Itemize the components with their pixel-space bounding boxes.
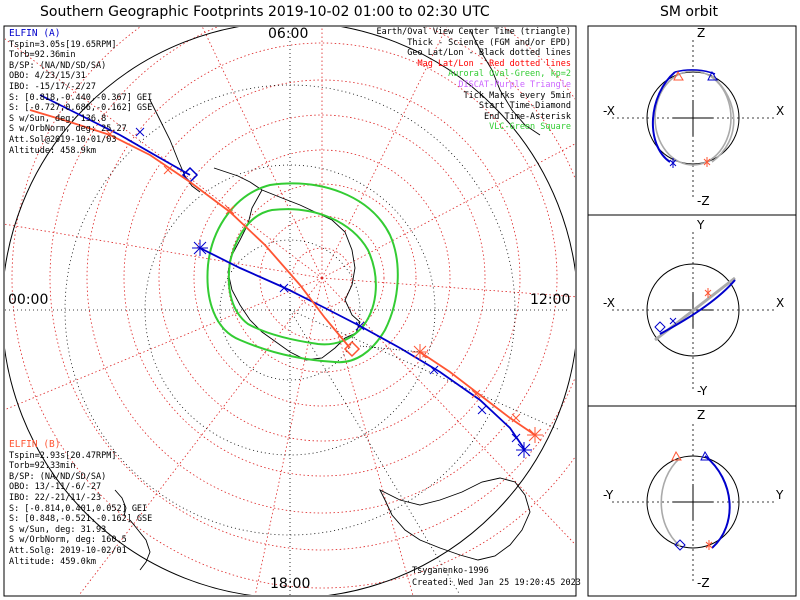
map-frame: [3, 25, 577, 597]
clock-label-left: 00:00: [8, 292, 49, 308]
elfin-a-line: B/SP: (NA/ND/SD/SA): [9, 60, 107, 71]
elfin-b-line: Altitude: 459.0km: [9, 556, 96, 567]
auroral-oval-outer: [206, 182, 399, 364]
orbit-axis-label: Y: [697, 218, 705, 232]
legend-item: Thick - Science (FGM and/or EPD): [407, 37, 571, 48]
geo-latlon-grid: [5, 30, 570, 595]
australia-coastline: [378, 477, 531, 561]
legend-item: Tick Marks every 5min: [463, 90, 571, 101]
elfin-b-line: S: [0.848,-0.521,-0.162] GSE: [9, 514, 153, 525]
elfin-b-line: S: [-0.814,0.401,0.052] GEI: [9, 503, 148, 514]
orbit-panel-yz: [612, 424, 775, 582]
orbit-axis-label: -Y: [603, 488, 614, 502]
elfin-a-line: S w/Sun, deg: 136.8: [9, 113, 107, 124]
elfin-b-track-2: [419, 351, 536, 436]
elfin-a-line: S: [0.818,-0.440,-0.367] GEI: [9, 92, 153, 103]
legend-item: Mag Lat/Lon - Red dotted lines: [417, 58, 571, 69]
orbit-panel-xy: [612, 232, 775, 390]
elfin-a-line: S w/OrbNorm, deg: 25.27: [9, 124, 127, 135]
orbit-axis-label: -X: [603, 104, 615, 118]
new-zealand-coastline: [129, 519, 151, 571]
elfin-a-line: Torb=92.36min: [9, 50, 76, 61]
legend-item: Earth/Oval View Center Time (triangle): [376, 27, 571, 37]
elfin-a-line: Tspin=3.05s[19.65RPM]: [9, 39, 117, 50]
elfin-a-tick-marks: [135, 127, 532, 458]
orbit-axis-label: -Z: [697, 194, 710, 208]
elfin-a-track: [39, 94, 191, 176]
clock-label-bottom: 18:00: [270, 576, 311, 592]
antarctic-peninsula: [213, 167, 263, 191]
elfin-b-name: ELFIN (B): [9, 439, 61, 450]
elfin-b-track: [29, 109, 351, 349]
elfin-b-line: OBO: 13/-11/-6/-27: [9, 482, 102, 493]
elfin-b-line: S w/Sun, deg: 31.93: [9, 524, 107, 535]
elfin-a-info: ELFIN (A) Tspin=3.05s[19.65RPM] Torb=92.…: [9, 28, 153, 156]
elfin-a-line: Altitude: 458.9km: [9, 145, 96, 156]
orbit-title: SM orbit: [660, 4, 719, 20]
elfin-a-line: OBO: 4/23/15/31: [9, 71, 86, 82]
elfin-a-line: S: [-0.727,0.686,-0.162] GSE: [9, 103, 153, 114]
legend-item: DISCAT-Purple Triangle: [458, 79, 571, 90]
coastline-fragment: [469, 29, 541, 136]
orbit-axis-label: X: [776, 104, 785, 118]
legend-item: End Time-Asterisk: [484, 111, 571, 122]
orbit-axis-label: -Z: [697, 576, 710, 590]
antarctica-coastline: [227, 189, 361, 361]
orbit-panel-xz: [612, 40, 775, 200]
legend-item: VLC-Green Square: [489, 122, 571, 133]
created-timestamp: Created: Wed Jan 25 19:20:45 2023: [412, 578, 581, 588]
elfin-a-track-science: [199, 247, 526, 451]
elfin-b-line: Torb=92.33min: [9, 461, 76, 472]
elfin-b-line: B/SP: (NA/ND/SD/SA): [9, 471, 107, 482]
new-zealand-coastline: [114, 489, 127, 517]
model-label: Tsyganenko-1996: [412, 566, 489, 576]
elfin-a-name: ELFIN (A): [9, 28, 61, 39]
legend: Earth/Oval View Center Time (triangle) T…: [377, 27, 571, 133]
legend-item: Auroral Oval-Green, kp=2: [448, 69, 571, 80]
orbit-axis-label: Z: [697, 26, 706, 40]
legend-item: Start Time-Diamond: [478, 101, 571, 112]
elfin-b-line: IBO: 22/-21/11/-23: [9, 492, 102, 503]
orbit-axis-label: -Y: [697, 384, 708, 398]
page-title: Southern Geographic Footprints 2019-10-0…: [40, 4, 490, 20]
elfin-b-start-diamond: [343, 340, 361, 358]
elfin-b-line: Att.Sol@: 2019-10-02/01: [9, 545, 127, 556]
orbit-axis-label: X: [776, 296, 785, 310]
elfin-a-line: Att.Sol@2019-10-01/03: [9, 134, 117, 145]
orbit-axis-label: Y: [776, 488, 784, 502]
clock-label-top: 06:00: [268, 26, 309, 42]
orbit-axis-label: Z: [697, 408, 706, 422]
orbit-axis-label: -X: [603, 296, 615, 310]
mag-latlon-grid: [5, 27, 575, 595]
orbit-frame: [587, 25, 797, 597]
legend-item: Geo Lat/Lon - Black dotted lines: [407, 48, 571, 59]
elfin-b-info: ELFIN (B) Tspin=2.93s[20.47RPM] Torb=92.…: [9, 439, 153, 567]
elfin-b-line: S w/OrbNorm, deg: 160.5: [9, 535, 127, 546]
clock-label-right: 12:00: [530, 292, 571, 308]
footprint-connector: [359, 345, 421, 353]
elfin-a-line: IBO: -15/17/-2/27: [9, 81, 96, 92]
south-america-coastline: [149, 99, 201, 193]
elfin-b-line: Tspin=2.93s[20.47RPM]: [9, 450, 117, 461]
